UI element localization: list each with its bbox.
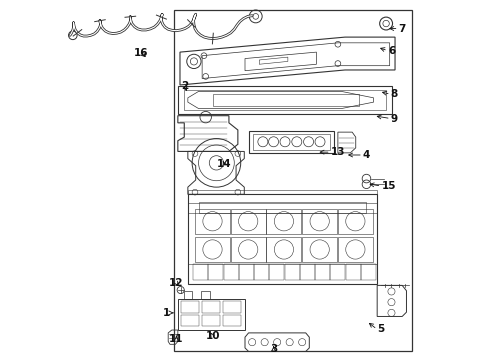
Text: 4: 4: [363, 150, 370, 160]
Text: 15: 15: [381, 181, 396, 191]
Text: 5: 5: [377, 324, 385, 334]
Text: 16: 16: [134, 48, 148, 58]
Text: 11: 11: [169, 334, 184, 344]
Text: 1: 1: [163, 308, 170, 318]
Text: 3: 3: [270, 344, 277, 354]
Text: 6: 6: [388, 46, 395, 56]
Text: 14: 14: [217, 159, 232, 169]
Text: 2: 2: [181, 81, 188, 91]
Bar: [173, 10, 412, 351]
Text: 8: 8: [391, 89, 398, 99]
Text: 10: 10: [206, 332, 220, 342]
Text: 13: 13: [331, 147, 345, 157]
Text: 12: 12: [169, 278, 184, 288]
Text: 7: 7: [398, 23, 406, 33]
Text: 9: 9: [391, 113, 398, 123]
